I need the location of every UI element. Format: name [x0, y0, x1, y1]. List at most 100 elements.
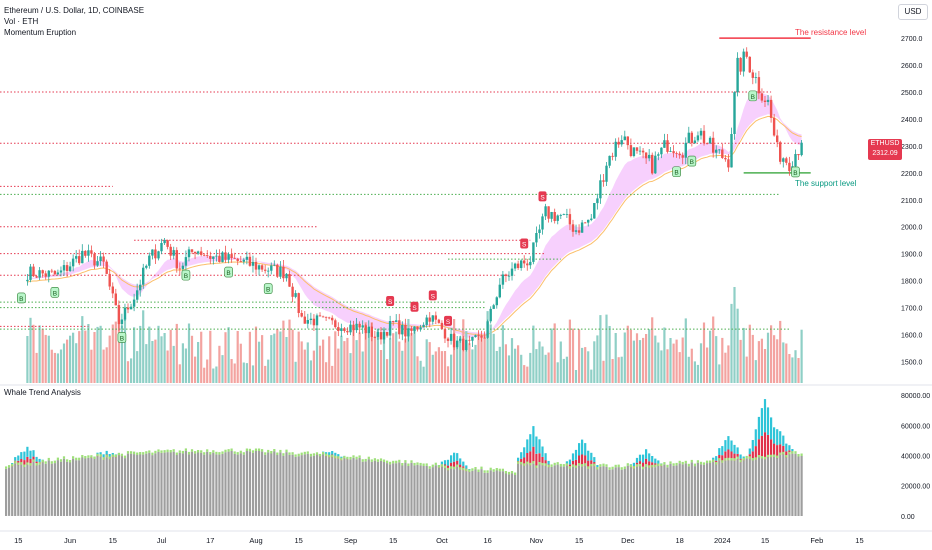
- whale-bar: [635, 466, 639, 516]
- volume-bar: [382, 328, 386, 383]
- whale-green-cap: [614, 464, 617, 468]
- whale-green-cap: [605, 464, 608, 467]
- candle-body: [486, 321, 489, 338]
- volume-bar: [465, 331, 468, 383]
- whale-green-cap: [474, 467, 477, 470]
- whale-green-cap: [282, 453, 285, 456]
- candle-body: [553, 212, 556, 221]
- whale-panel-title[interactable]: Whale Trend Analysis: [4, 388, 81, 397]
- buy-signal: [748, 90, 758, 102]
- volume-bar: [715, 336, 718, 383]
- volume-bar: [574, 370, 578, 383]
- volume-bar: [440, 351, 443, 383]
- whale-bar: [187, 454, 191, 516]
- candle-body: [446, 338, 450, 341]
- whale-green-cap: [578, 463, 581, 466]
- volume-bar: [142, 310, 145, 383]
- volume-bar: [184, 348, 187, 383]
- whale-green-cap: [477, 469, 480, 472]
- whale-green-cap: [529, 462, 532, 466]
- whale-bar: [721, 462, 724, 516]
- volume-bar: [26, 336, 29, 383]
- whale-bar: [373, 460, 376, 516]
- whale-green-cap: [325, 453, 328, 457]
- currency-button[interactable]: USD: [898, 4, 928, 20]
- candle-body: [209, 255, 212, 259]
- whale-bar: [453, 469, 456, 516]
- volume-bar: [75, 343, 78, 383]
- whale-cyan-bar: [587, 450, 590, 461]
- indicator-momentum-label[interactable]: Momentum Eruption: [4, 28, 77, 37]
- whale-red-bar: [526, 453, 529, 465]
- whale-cyan-bar: [541, 446, 544, 457]
- volume-bar: [139, 325, 142, 383]
- volume-bar: [794, 350, 797, 383]
- candle-body: [715, 149, 718, 153]
- candle-body: [355, 323, 358, 331]
- candle-body: [160, 243, 163, 252]
- whale-cyan-bar: [462, 461, 465, 467]
- whale-green-cap: [11, 463, 14, 467]
- whale-green-cap: [72, 456, 75, 459]
- whale-bar: [258, 451, 261, 516]
- candle-body: [739, 57, 742, 72]
- whale-green-cap: [276, 452, 279, 455]
- whale-bar: [425, 465, 428, 516]
- whale-bar: [410, 462, 413, 516]
- whale-bar: [456, 467, 459, 516]
- whale-green-cap: [663, 462, 666, 465]
- whale-bar: [318, 456, 322, 516]
- whale-green-cap: [318, 453, 322, 457]
- whale-red-bar: [757, 439, 760, 458]
- whale-bar: [230, 451, 233, 516]
- candle-body: [736, 57, 739, 93]
- whale-green-cap: [386, 460, 389, 464]
- candle-body: [288, 273, 291, 287]
- whale-green-cap: [672, 463, 675, 466]
- whale-red-bar: [544, 460, 547, 466]
- sell-signal: [538, 191, 547, 202]
- volume-bar: [87, 324, 90, 383]
- whale-cyan-bar: [334, 452, 337, 456]
- volume-bar: [44, 334, 47, 383]
- whale-bar: [437, 467, 440, 516]
- whale-red-bar: [727, 449, 730, 461]
- whale-red-bar: [529, 451, 532, 466]
- time-axis-label: 16: [483, 536, 491, 545]
- whale-green-cap: [322, 452, 325, 455]
- volume-bar: [495, 351, 498, 383]
- buy-signal-label: B: [674, 170, 678, 177]
- whale-bar: [331, 457, 334, 516]
- whale-bar: [35, 465, 38, 516]
- volume-bar: [50, 349, 53, 383]
- indicator-volume-label[interactable]: Vol · ETH: [4, 17, 39, 26]
- whale-green-cap: [337, 456, 340, 459]
- candle-body: [727, 159, 730, 168]
- candle-body: [724, 158, 727, 160]
- whale-green-cap: [264, 452, 267, 455]
- whale-green-cap: [748, 456, 751, 459]
- whale-green-cap: [273, 449, 276, 452]
- whale-bar: [264, 454, 267, 516]
- whale-green-cap: [108, 456, 111, 460]
- chart-legend: Ethereum / U.S. Dollar, 1D, COINBASE Vol…: [4, 5, 144, 38]
- candle-body: [309, 318, 313, 320]
- volume-bar: [111, 324, 114, 383]
- whale-green-cap: [428, 466, 431, 469]
- whale-green-cap: [35, 463, 38, 466]
- candle-body: [38, 270, 41, 278]
- whale-bar: [392, 463, 395, 516]
- whale-bar: [696, 462, 699, 516]
- whale-cyan-bar: [14, 457, 17, 461]
- whale-bar: [785, 457, 788, 516]
- whale-green-cap: [565, 463, 568, 466]
- whale-bar: [483, 472, 486, 516]
- whale-green-cap: [483, 470, 486, 473]
- whale-bar: [343, 458, 346, 516]
- volume-bar: [245, 363, 248, 383]
- volume-bar: [309, 360, 312, 383]
- candle-body: [358, 323, 361, 328]
- whale-bar: [66, 461, 69, 516]
- whale-bar: [632, 468, 635, 516]
